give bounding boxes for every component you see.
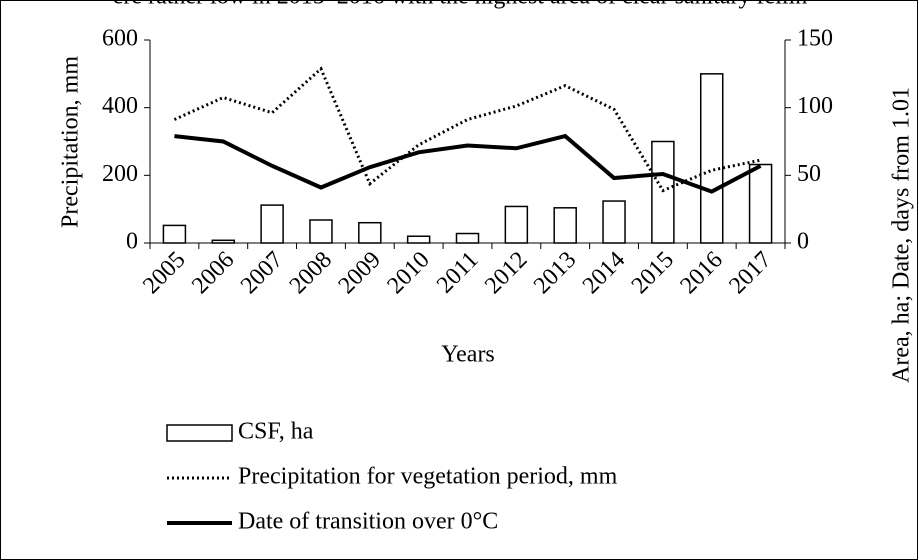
x-tick-label: 2012 bbox=[480, 247, 532, 299]
bar bbox=[260, 204, 284, 244]
y-tick-label: 0 bbox=[126, 229, 138, 255]
y-tick-label: 200 bbox=[102, 161, 138, 187]
x-tick-label: 2014 bbox=[578, 247, 630, 299]
y2-axis-title: Area, ha; Date, days from 1.01 bbox=[889, 87, 915, 383]
top-text: ere rather low in 2015–2016 with the hig… bbox=[113, 0, 807, 10]
y2-tick-label: 150 bbox=[797, 26, 833, 52]
bar bbox=[651, 140, 675, 244]
x-tick-label: 2007 bbox=[236, 247, 288, 299]
y2-tick-label: 100 bbox=[797, 93, 833, 119]
bar bbox=[748, 163, 773, 244]
bar bbox=[455, 232, 480, 244]
x-tick-label: 2015 bbox=[627, 247, 679, 299]
bar bbox=[358, 221, 382, 244]
x-tick-label: 2011 bbox=[432, 247, 484, 299]
y2-tick-label: 0 bbox=[797, 229, 809, 255]
bar bbox=[406, 235, 431, 244]
x-tick-label: 2010 bbox=[382, 247, 434, 299]
bar bbox=[699, 73, 724, 244]
x-axis-title: Years bbox=[441, 342, 495, 368]
x-tick-label: 2008 bbox=[285, 247, 337, 299]
y2-tick-label: 50 bbox=[797, 161, 821, 187]
y-axis-title: Precipitation, mm bbox=[58, 56, 84, 228]
y-tick-label: 600 bbox=[102, 26, 138, 52]
x-tick-label: 2006 bbox=[187, 247, 239, 299]
legend-label: Precipitation for vegetation period, mm bbox=[238, 464, 618, 490]
legend-label: CSF, ha bbox=[238, 419, 314, 445]
x-tick-label: 2009 bbox=[334, 247, 386, 299]
bar bbox=[553, 207, 577, 244]
x-tick-label: 2016 bbox=[676, 247, 728, 299]
legend-swatch bbox=[166, 424, 233, 442]
bar bbox=[504, 205, 529, 244]
bar bbox=[162, 224, 187, 244]
bar bbox=[211, 239, 236, 244]
bar bbox=[309, 219, 333, 244]
x-tick-label: 2005 bbox=[138, 247, 190, 299]
x-tick-label: 2013 bbox=[529, 247, 581, 299]
legend-label: Date of transition over 0°C bbox=[238, 509, 498, 535]
x-tick-label: 2017 bbox=[724, 247, 776, 299]
line bbox=[174, 133, 762, 194]
y-tick-label: 400 bbox=[102, 93, 138, 119]
line bbox=[173, 66, 761, 193]
bar bbox=[602, 200, 626, 244]
